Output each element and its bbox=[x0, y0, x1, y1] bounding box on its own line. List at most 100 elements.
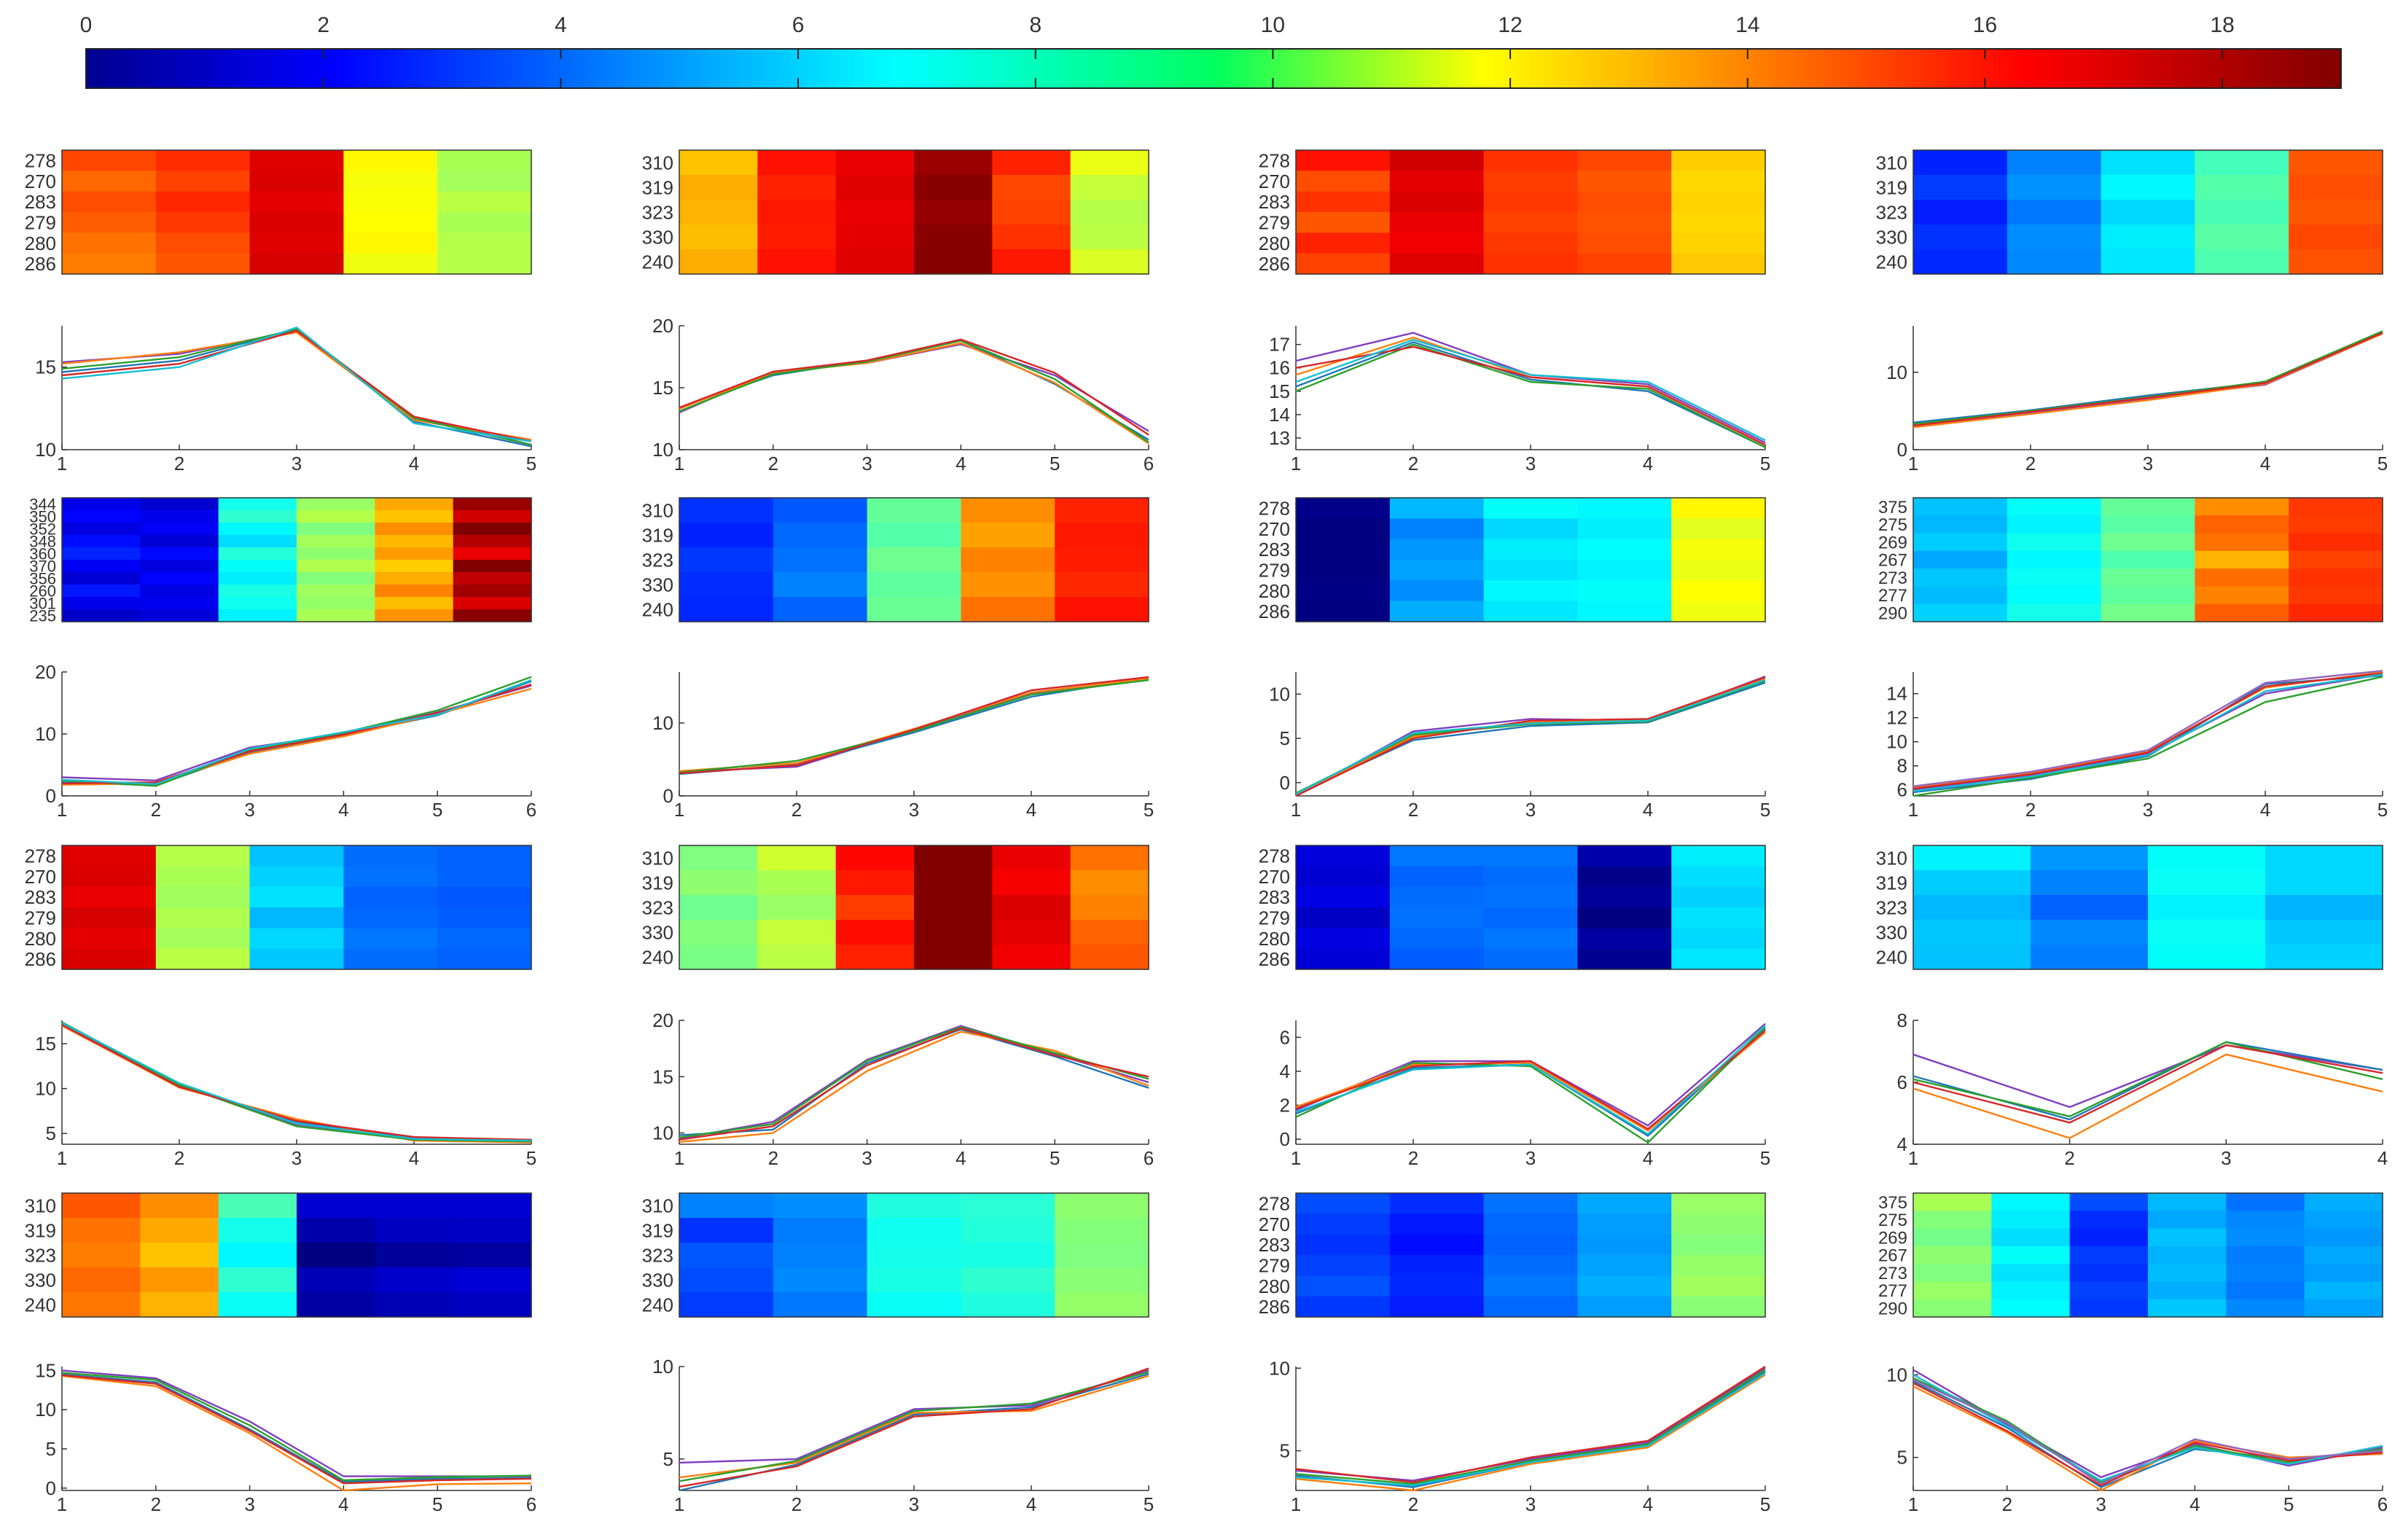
y-tick-label: 0 bbox=[1897, 439, 1907, 461]
series-line bbox=[1912, 1041, 2383, 1118]
heatmap-cell bbox=[2148, 1281, 2227, 1300]
heatmap-cell bbox=[679, 845, 758, 871]
heatmap-cell bbox=[773, 572, 868, 598]
heatmap-cell bbox=[835, 224, 915, 250]
heatmap-cell bbox=[1296, 601, 1391, 622]
heatmap-row-label: 275 bbox=[1878, 515, 1907, 535]
colorbar-tick-label: 0 bbox=[80, 13, 93, 37]
heatmap-row-label: 279 bbox=[1259, 560, 1290, 582]
x-tick-label: 4 bbox=[338, 1493, 348, 1515]
heatmap-cell bbox=[1389, 1255, 1485, 1276]
y-tick-label: 8 bbox=[1897, 755, 1907, 777]
heatmap-cell bbox=[1296, 1275, 1391, 1297]
heatmap-cell bbox=[2007, 150, 2102, 176]
heatmap-cell bbox=[867, 1292, 961, 1318]
x-tick-label: 4 bbox=[409, 453, 419, 474]
heatmap-cell bbox=[1296, 560, 1391, 581]
heatmap-cell bbox=[62, 1243, 141, 1268]
heatmap-cell bbox=[1483, 928, 1578, 950]
heatmap-cell bbox=[1483, 601, 1578, 622]
heatmap-cell bbox=[1991, 1299, 2071, 1318]
heatmap-cell bbox=[155, 886, 251, 908]
x-tick-label: 3 bbox=[1525, 453, 1536, 474]
heatmap-cell bbox=[2289, 533, 2383, 552]
heatmap-cell bbox=[1296, 1296, 1391, 1318]
heatmap-cell bbox=[2289, 200, 2383, 225]
heatmap: 310 319 323 330 240 bbox=[25, 1192, 532, 1318]
heatmap-cell bbox=[1389, 1234, 1485, 1256]
line-chart: 1 2 3 4 4 6 8 bbox=[1897, 1009, 2388, 1169]
heatmap-row-label: 310 bbox=[1876, 847, 1907, 869]
heatmap-cell bbox=[375, 510, 454, 523]
series-line bbox=[1912, 1053, 2383, 1139]
heatmap-cell bbox=[2148, 870, 2266, 896]
heatmap-cell bbox=[2007, 533, 2102, 552]
heatmap-cell bbox=[679, 200, 758, 225]
heatmap-cell bbox=[155, 253, 251, 275]
heatmap-cell bbox=[2195, 515, 2289, 534]
heatmap-row-label: 330 bbox=[642, 574, 673, 595]
heatmap-row-label: 348 bbox=[29, 532, 56, 550]
heatmap-cell bbox=[835, 895, 915, 921]
heatmap-cell bbox=[218, 1193, 297, 1219]
series-line bbox=[679, 1371, 1149, 1482]
heatmap-cell bbox=[453, 1193, 532, 1219]
heatmap-row-label: 260 bbox=[29, 582, 56, 600]
x-tick-label: 2 bbox=[1408, 453, 1418, 474]
heatmap-cell bbox=[140, 585, 219, 598]
heatmap-cell bbox=[1296, 948, 1391, 970]
heatmap-cell bbox=[453, 572, 532, 585]
heatmap-cell bbox=[375, 597, 454, 610]
x-tick-label: 5 bbox=[2377, 453, 2388, 474]
x-tick-label: 3 bbox=[244, 1493, 254, 1515]
x-tick-label: 3 bbox=[909, 799, 919, 821]
heatmap-cell bbox=[249, 253, 344, 275]
series-line bbox=[1912, 1380, 2383, 1488]
y-tick-label: 5 bbox=[46, 1122, 56, 1144]
colorbar-tick-label: 8 bbox=[1029, 13, 1042, 37]
series-line bbox=[1295, 1023, 1766, 1127]
heatmap-cell bbox=[1483, 948, 1578, 970]
x-tick-label: 1 bbox=[674, 453, 684, 474]
heatmap-cell bbox=[1913, 1211, 1992, 1230]
heatmap-cell bbox=[835, 920, 915, 945]
heatmap-cell bbox=[1389, 1213, 1485, 1235]
heatmap-cell bbox=[992, 175, 1071, 200]
heatmap-cell bbox=[62, 523, 141, 536]
x-tick-label: 4 bbox=[1643, 1493, 1653, 1515]
heatmap-row-label: 278 bbox=[25, 150, 56, 172]
heatmap-cell bbox=[679, 150, 758, 176]
heatmap-cell bbox=[1913, 945, 2031, 970]
heatmap-cell bbox=[1296, 150, 1391, 171]
heatmap-frame bbox=[61, 845, 532, 970]
heatmap-row-label: 277 bbox=[1878, 1281, 1907, 1301]
heatmap-row-label: 280 bbox=[1259, 580, 1290, 602]
series-line bbox=[679, 676, 1149, 775]
heatmap: 310 319 323 330 240 bbox=[642, 1192, 1149, 1318]
heatmap-row-label: 273 bbox=[1878, 1264, 1907, 1283]
heatmap-cell bbox=[1913, 1299, 1992, 1318]
heatmap-cell bbox=[1296, 845, 1391, 867]
heatmap-cell bbox=[375, 572, 454, 585]
x-tick-label: 3 bbox=[2143, 799, 2153, 821]
x-tick-label: 4 bbox=[1643, 453, 1653, 474]
series-line bbox=[1295, 1369, 1766, 1485]
heatmap-cell bbox=[1671, 948, 1766, 970]
heatmap-cell bbox=[140, 1267, 219, 1293]
y-tick-label: 10 bbox=[652, 1356, 673, 1377]
heatmap-row-label: 319 bbox=[1876, 176, 1907, 198]
heatmap-row-label: 267 bbox=[1878, 1246, 1907, 1266]
y-tick-label: 12 bbox=[1886, 707, 1907, 729]
heatmap-cell bbox=[218, 1218, 297, 1243]
heatmap-cell bbox=[835, 249, 915, 275]
heatmap-cell bbox=[140, 560, 219, 573]
heatmap-cell bbox=[437, 886, 532, 908]
heatmap-cell bbox=[1671, 150, 1766, 171]
heatmap-cell bbox=[2101, 224, 2195, 250]
x-tick-label: 5 bbox=[1760, 453, 1770, 474]
heatmap-cell bbox=[2148, 945, 2266, 970]
heatmap-cell bbox=[155, 928, 251, 950]
heatmap-cell bbox=[867, 597, 961, 622]
heatmap-cell bbox=[1070, 845, 1149, 871]
